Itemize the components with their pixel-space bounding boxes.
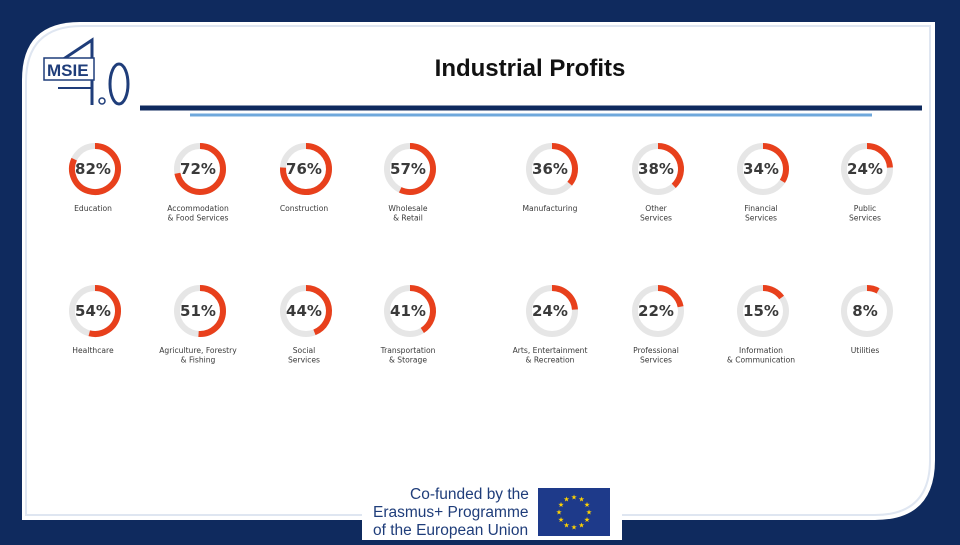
donut-category-label: Education <box>74 204 112 213</box>
donut-value-label: 24% <box>847 160 883 178</box>
donut-4: 57% Wholesale& Retail <box>384 143 436 223</box>
donut-category-label: Transportation <box>380 346 436 355</box>
donut-category-label: Services <box>288 356 320 365</box>
donut-value-arc <box>762 285 785 300</box>
donut-value-label: 54% <box>75 302 111 320</box>
donut-category-label: & Food Services <box>168 214 229 223</box>
footer-line-1: Co-funded by the <box>410 486 529 503</box>
eu-star-icon: ★ <box>558 501 564 509</box>
donut-category-label: Other <box>645 204 667 213</box>
donut-value-label: 72% <box>180 160 216 178</box>
donut-category-label: & Recreation <box>526 356 575 365</box>
donut-value-label: 44% <box>286 302 322 320</box>
content-panel <box>22 22 935 520</box>
page-title: Industrial Profits <box>434 55 626 82</box>
donut-value-arc <box>551 143 578 186</box>
donut-category-label: & Retail <box>393 214 423 223</box>
donut-value-arc <box>657 143 684 188</box>
donut-category-label: Services <box>745 214 777 223</box>
donut-value-label: 82% <box>75 160 111 178</box>
donut-category-label: Social <box>293 346 316 355</box>
donut-value-label: 41% <box>390 302 426 320</box>
eu-star-icon: ★ <box>586 509 592 517</box>
svg-text:MSIE: MSIE <box>47 61 89 80</box>
donut-value-arc <box>657 285 684 308</box>
donut-value-label: 76% <box>286 160 322 178</box>
donut-5: 36% Manufacturing <box>523 143 578 213</box>
donut-value-arc <box>198 285 226 337</box>
donut-category-label: & Communication <box>727 356 795 365</box>
eu-star-icon: ★ <box>563 521 569 529</box>
donut-category-label: Services <box>849 214 881 223</box>
donut-value-arc <box>174 143 226 195</box>
donut-value-label: 24% <box>532 302 568 320</box>
donut-category-label: Agriculture, Forestry <box>159 346 237 355</box>
donut-9: 54% Healthcare <box>69 285 121 355</box>
eu-star-icon: ★ <box>571 524 577 532</box>
donut-value-label: 38% <box>638 160 674 178</box>
donut-category-label: Professional <box>633 346 679 355</box>
eu-star-icon: ★ <box>584 501 590 509</box>
donut-category-label: Financial <box>744 204 777 213</box>
donut-value-label: 57% <box>390 160 426 178</box>
donut-category-label: Healthcare <box>72 346 114 355</box>
donut-category-label: & Storage <box>389 356 427 365</box>
donut-value-label: 34% <box>743 160 779 178</box>
donut-12: 41% Transportation& Storage <box>380 285 436 365</box>
eu-flag-icon: ★★★★★★★★★ ★ ★★ <box>538 488 610 536</box>
eu-star-icon: ★ <box>578 496 584 504</box>
donut-value-arc <box>305 285 332 336</box>
donut-value-arc <box>551 285 578 310</box>
eu-star-icon: ★ <box>571 494 577 502</box>
donut-3: 76% Construction <box>280 143 332 213</box>
donut-chart-grid: 82% Education 72% Accommodation& Food Servi… <box>69 143 893 365</box>
donut-value-arc <box>866 285 880 294</box>
footer-line-3: of the European Union <box>373 522 528 539</box>
donut-value-label: 22% <box>638 302 674 320</box>
eu-star-icon: ★ <box>584 516 590 524</box>
donut-13: 24% Arts, Entertainment& Recreation <box>513 285 588 365</box>
donut-category-label: Services <box>640 356 672 365</box>
donut-value-arc <box>88 285 121 337</box>
donut-15: 15% Information& Communication <box>727 285 795 365</box>
donut-category-label: Public <box>854 204 876 213</box>
donut-1: 82% Education <box>69 143 121 213</box>
eu-star-icon: ★ <box>578 521 584 529</box>
donut-value-label: 8% <box>852 302 877 320</box>
donut-16: 8% Utilities <box>841 285 893 355</box>
donut-value-arc <box>398 143 436 195</box>
donut-category-label: Accommodation <box>167 204 229 213</box>
donut-category-label: Arts, Entertainment <box>513 346 588 355</box>
donut-category-label: Manufacturing <box>523 204 578 213</box>
msie-logo: MSIE <box>43 37 130 106</box>
eu-star-icon: ★ <box>558 516 564 524</box>
eu-star-icon: ★ <box>563 496 569 504</box>
donut-value-label: 36% <box>532 160 568 178</box>
donut-value-label: 15% <box>743 302 779 320</box>
donut-value-label: 51% <box>180 302 216 320</box>
donut-category-label: Information <box>739 346 783 355</box>
donut-value-arc <box>280 143 332 195</box>
donut-10: 51% Agriculture, Forestry& Fishing <box>159 285 237 365</box>
footer-line-2: Erasmus+ Programme <box>373 504 528 521</box>
donut-value-arc <box>762 143 789 183</box>
donut-category-label: Construction <box>280 204 329 213</box>
eu-star-icon: ★ <box>556 509 562 517</box>
donut-value-arc <box>866 143 893 168</box>
donut-value-arc <box>69 143 121 195</box>
donut-2: 72% Accommodation& Food Services <box>167 143 229 223</box>
donut-value-arc <box>409 285 436 333</box>
donut-category-label: Wholesale <box>388 204 427 213</box>
donut-category-label: Utilities <box>851 346 880 355</box>
donut-category-label: Services <box>640 214 672 223</box>
donut-category-label: & Fishing <box>181 356 216 365</box>
